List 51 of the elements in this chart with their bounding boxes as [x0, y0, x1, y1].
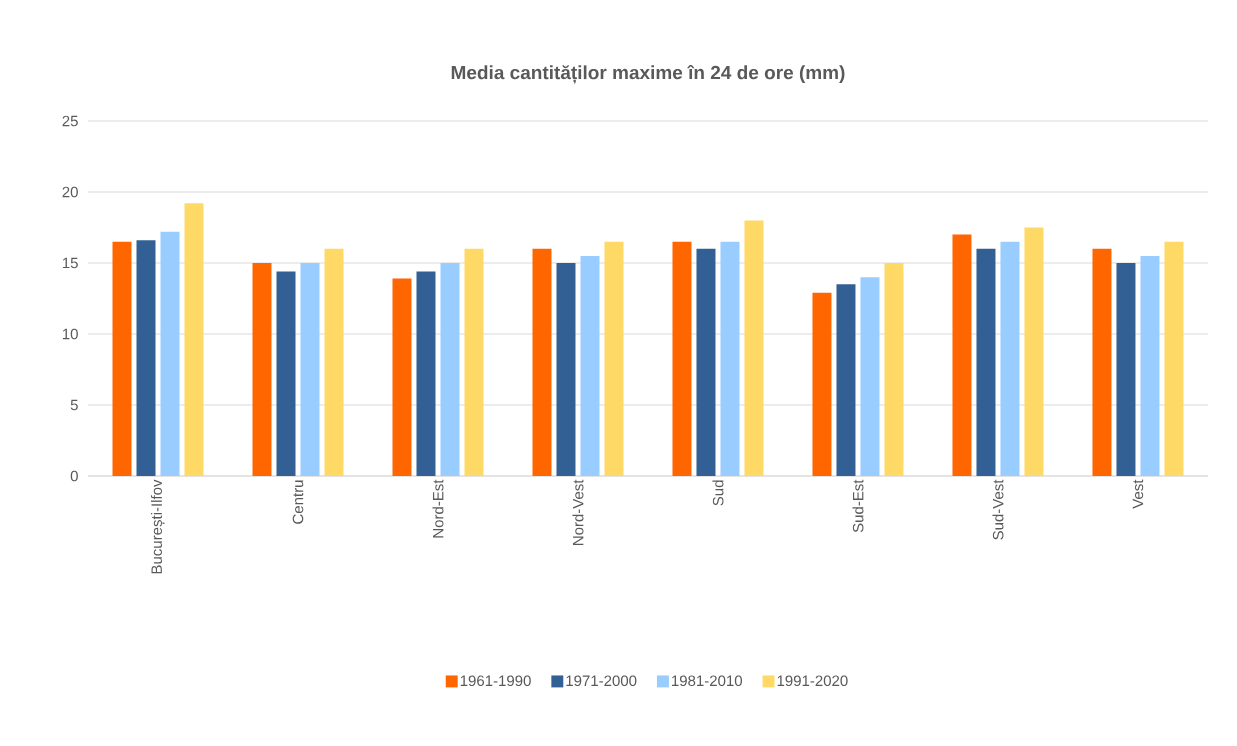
- bar: [744, 220, 764, 476]
- bar: [1000, 241, 1020, 476]
- bar: [1140, 255, 1160, 476]
- bar: [672, 241, 692, 476]
- x-tick-label: Nord-Est: [432, 479, 444, 538]
- bar: [1164, 241, 1184, 476]
- bar: [440, 263, 460, 476]
- y-tick-label: 20: [62, 186, 78, 198]
- bar: [580, 255, 600, 476]
- x-tick-label: Vest: [1132, 479, 1144, 509]
- y-tick-label: 5: [70, 399, 78, 411]
- y-tick-label: 15: [62, 257, 78, 269]
- bar: [812, 292, 832, 476]
- bar: [884, 263, 904, 476]
- bar: [1024, 227, 1044, 476]
- bar: [184, 203, 204, 476]
- x-tick-label: București-Ilfov: [150, 479, 166, 574]
- bar: [276, 271, 296, 476]
- bar: [952, 234, 972, 476]
- bar: [1092, 248, 1112, 476]
- legend-label: 1991-2020: [777, 675, 848, 687]
- bar: [836, 284, 856, 476]
- bar: [392, 278, 412, 476]
- bar: [416, 271, 436, 476]
- bar: [324, 248, 344, 476]
- bar: [112, 241, 132, 476]
- chart-title: Media cantităților maxime în 24 de ore (mm): [451, 64, 845, 84]
- y-tick-label: 10: [62, 328, 78, 340]
- x-tick-label: Sud-Vest: [992, 479, 1004, 540]
- bar: [300, 263, 320, 476]
- legend-label: 1961-1990: [460, 675, 531, 687]
- bar: [464, 248, 484, 476]
- x-tick-label: Centru: [292, 480, 304, 524]
- x-tick-label: Nord-Vest: [572, 479, 584, 545]
- bar: [160, 231, 180, 476]
- bar: [136, 240, 156, 476]
- bar: [532, 248, 552, 476]
- bar: [252, 263, 272, 476]
- bar: [860, 277, 880, 476]
- bar: [976, 248, 996, 476]
- legend-label: 1981-2010: [672, 675, 743, 687]
- legend-label: 1971-2000: [566, 675, 637, 687]
- x-tick-label: Sud-Est: [852, 479, 864, 533]
- y-tick-label: 0: [70, 470, 78, 482]
- x-tick-label: Sud: [712, 480, 724, 506]
- y-tick-label: 25: [62, 115, 78, 127]
- bar: [604, 241, 624, 476]
- bar: [720, 241, 740, 476]
- bar: [1116, 263, 1136, 476]
- bar: [556, 263, 576, 476]
- bar: [696, 248, 716, 476]
